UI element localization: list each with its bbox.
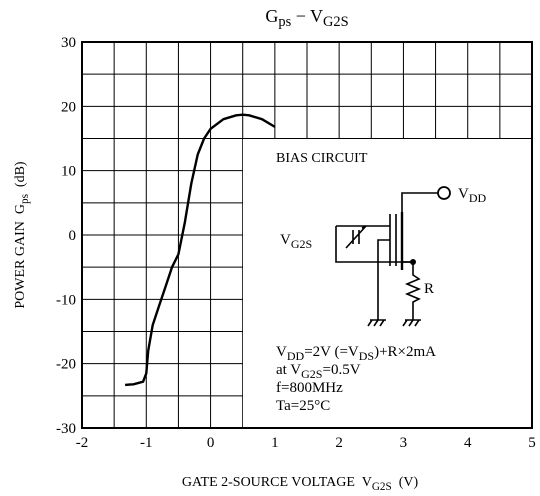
x-tick-label: 0 xyxy=(207,435,215,451)
subscript: DD xyxy=(469,191,487,205)
bias-circuit xyxy=(335,186,451,327)
text-part: V xyxy=(458,186,469,202)
x-tick-label: 5 xyxy=(528,435,536,451)
vdd-label: VDD xyxy=(458,186,487,205)
subscript: DS xyxy=(359,349,374,363)
y-tick-label: 0 xyxy=(69,228,77,244)
y-tick-label: -10 xyxy=(56,292,76,308)
bias-circuit-title: BIAS CIRCUIT xyxy=(276,151,368,166)
chart-title: Gps − VG2S xyxy=(265,6,348,30)
subscript: G2S xyxy=(323,14,349,30)
text-part: G xyxy=(265,6,278,26)
y-tick-label: 10 xyxy=(61,164,76,180)
x-tick-label: 1 xyxy=(271,435,279,451)
text-part: =0.5V xyxy=(322,362,360,378)
x-axis-label: GATE 2-SOURCE VOLTAGE VG2S (V) xyxy=(182,475,419,493)
r-label: R xyxy=(424,281,434,297)
x-tick-label: 4 xyxy=(464,435,472,451)
condition-line: Ta=25°C xyxy=(276,398,330,414)
condition-line: VDD=2V (=VDS)+R×2mA xyxy=(276,344,436,363)
ground xyxy=(367,319,386,327)
variable-capacitor xyxy=(345,225,367,249)
text-part: V xyxy=(276,344,287,360)
y-tick-label: -20 xyxy=(56,357,76,373)
text-part: )+R×2mA xyxy=(374,344,436,360)
text-part: at V xyxy=(276,362,301,378)
wire xyxy=(377,239,390,320)
ground xyxy=(402,319,421,327)
text-part: POWER GAIN G xyxy=(13,204,28,309)
inset-background xyxy=(243,139,531,427)
text-part: GATE 2-SOURCE VOLTAGE V xyxy=(182,475,372,490)
plot-frame xyxy=(81,41,533,429)
subscript: G2S xyxy=(372,481,392,493)
vdd-terminal xyxy=(437,186,451,200)
x-tick-label: 2 xyxy=(335,435,343,451)
gain-curve xyxy=(125,113,276,387)
condition-line: at VG2S=0.5V xyxy=(276,362,361,381)
subscript: G2S xyxy=(301,367,322,381)
condition-line: f=800MHz xyxy=(276,380,343,396)
y-tick-label: -30 xyxy=(56,421,76,437)
subscript: DD xyxy=(287,349,305,363)
x-tick-label: -2 xyxy=(76,435,89,451)
subscript: ps xyxy=(19,194,31,204)
text-part: V xyxy=(280,232,291,248)
text-part: =2V (=V xyxy=(304,344,359,360)
wire xyxy=(401,192,438,212)
subscript: ps xyxy=(278,14,291,30)
vg2s-label: VG2S xyxy=(280,232,312,251)
y-axis-label: POWER GAIN Gps (dB) xyxy=(13,161,31,309)
text-part: − V xyxy=(291,6,323,26)
x-tick-label: -1 xyxy=(140,435,153,451)
text-part: f=800MHz xyxy=(276,380,343,396)
wire xyxy=(335,226,413,263)
y-tick-label: 30 xyxy=(61,35,76,51)
y-tick-label: 20 xyxy=(61,99,76,115)
text-part: Ta=25°C xyxy=(276,398,330,414)
resistor xyxy=(404,262,422,320)
x-tick-label: 3 xyxy=(400,435,408,451)
text-part: (dB) xyxy=(13,161,28,194)
subscript: G2S xyxy=(291,237,312,251)
text-part: (V) xyxy=(392,475,419,490)
